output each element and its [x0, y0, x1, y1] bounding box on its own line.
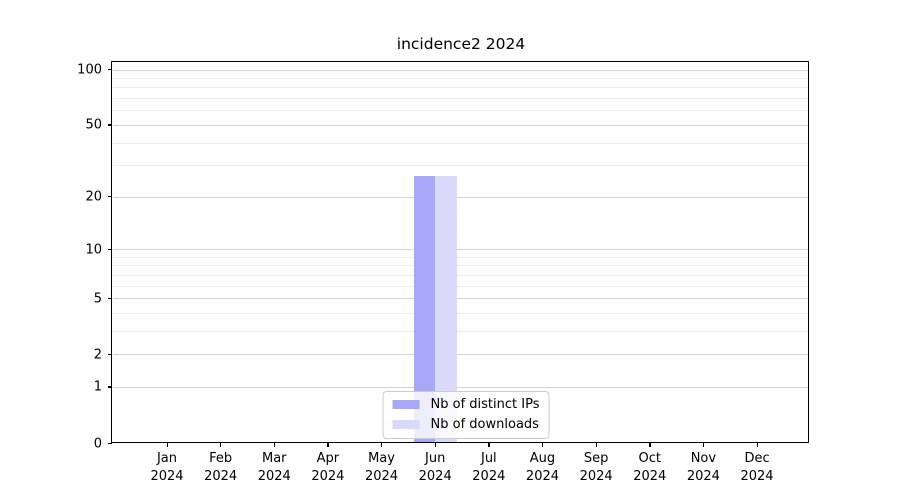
y-tick-label: 20: [85, 189, 102, 205]
x-tick-mark: [702, 443, 705, 447]
x-tick-label: Jul 2024: [472, 451, 506, 485]
x-tick-mark: [327, 443, 329, 447]
y-tick-label: 1: [93, 379, 102, 395]
legend-swatch-distinct-ips: [392, 400, 420, 409]
legend-item-downloads: Nb of downloads: [392, 417, 540, 432]
y-tick-label: 0: [93, 436, 102, 451]
chart-title: incidence2 2024: [396, 35, 526, 53]
minor-gridline: [112, 142, 808, 144]
minor-gridline: [112, 256, 808, 258]
y-tick-mark: [107, 69, 112, 71]
bar-nb-of-downloads-jun: [435, 176, 457, 442]
y-tick-mark: [107, 386, 112, 388]
major-gridline: [112, 196, 808, 198]
y-tick-label: 2: [93, 347, 102, 363]
x-tick-label: Dec 2024: [740, 451, 774, 485]
minor-gridline: [112, 274, 808, 276]
x-tick-mark: [541, 443, 544, 447]
minor-gridline: [112, 165, 808, 167]
x-tick-label: Oct 2024: [633, 451, 667, 485]
x-tick-label: Feb 2024: [204, 451, 238, 485]
x-tick-label: Aug 2024: [525, 451, 560, 485]
y-tick-label: 10: [85, 242, 102, 257]
x-tick-mark: [488, 443, 490, 447]
minor-gridline: [112, 78, 808, 80]
major-gridline: [112, 298, 808, 300]
y-tick-label: 100: [77, 62, 102, 78]
minor-gridline: [112, 265, 808, 267]
x-tick-mark: [220, 443, 222, 447]
x-tick-label: Jan 2024: [150, 451, 184, 485]
x-tick-mark: [756, 443, 758, 447]
y-tick-mark: [107, 442, 112, 444]
minor-gridline: [112, 330, 808, 332]
x-tick-mark: [649, 443, 651, 447]
x-tick-mark: [595, 443, 597, 447]
legend-label-downloads: Nb of downloads: [430, 417, 539, 432]
legend-swatch-downloads: [392, 420, 420, 429]
x-tick-label: May 2024: [365, 451, 399, 485]
minor-gridline: [112, 110, 808, 112]
x-tick-label: Sep 2024: [579, 451, 613, 485]
major-gridline: [112, 249, 808, 250]
x-tick-label: Nov 2024: [686, 451, 720, 485]
major-gridline: [112, 354, 808, 356]
y-tick-mark: [107, 353, 112, 355]
x-tick-mark: [273, 443, 276, 447]
y-tick-mark: [107, 297, 112, 299]
minor-gridline: [112, 285, 808, 287]
legend-label-distinct-ips: Nb of distinct IPs: [430, 397, 540, 412]
x-tick-label: Apr 2024: [311, 451, 345, 485]
x-tick-label: Jun 2024: [418, 451, 452, 485]
legend: Nb of distinct IPs Nb of downloads: [382, 391, 550, 439]
minor-gridline: [112, 312, 808, 314]
y-tick-mark: [107, 248, 112, 250]
x-tick-mark: [166, 443, 168, 447]
legend-item-distinct-ips: Nb of distinct IPs: [392, 397, 540, 412]
y-tick-mark: [107, 124, 112, 126]
y-tick-label: 50: [85, 117, 102, 133]
y-tick-mark: [107, 196, 112, 198]
minor-gridline: [112, 98, 808, 100]
major-gridline: [112, 124, 808, 126]
minor-gridline: [112, 87, 808, 89]
axes-frame: [111, 61, 809, 443]
plot-area: [112, 63, 808, 442]
x-tick-mark: [381, 443, 383, 447]
y-tick-label: 5: [93, 291, 102, 307]
x-tick-label: Mar 2024: [257, 451, 291, 485]
x-tick-mark: [434, 443, 436, 447]
bar-nb-of-distinct-ips-jun: [413, 176, 436, 442]
major-gridline: [112, 386, 808, 388]
major-gridline: [112, 69, 808, 71]
